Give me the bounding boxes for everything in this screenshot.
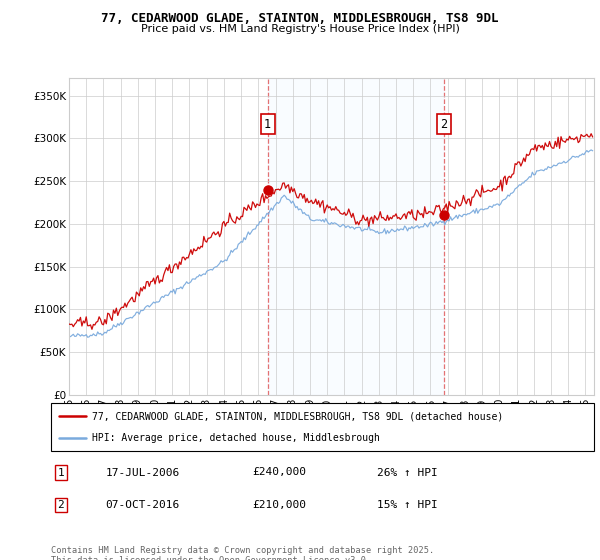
Text: 77, CEDARWOOD GLADE, STAINTON, MIDDLESBROUGH, TS8 9DL (detached house): 77, CEDARWOOD GLADE, STAINTON, MIDDLESBR… [92, 411, 503, 421]
Text: 15% ↑ HPI: 15% ↑ HPI [377, 500, 437, 510]
Bar [268, 78, 444, 395]
Text: £240,000: £240,000 [252, 468, 306, 478]
Text: £210,000: £210,000 [252, 500, 306, 510]
Text: HPI: Average price, detached house, Middlesbrough: HPI: Average price, detached house, Midd… [92, 433, 380, 443]
Text: Price paid vs. HM Land Registry's House Price Index (HPI): Price paid vs. HM Land Registry's House … [140, 24, 460, 34]
Text: Contains HM Land Registry data © Crown copyright and database right 2025.
This d: Contains HM Land Registry data © Crown c… [51, 546, 434, 560]
Text: 07-OCT-2016: 07-OCT-2016 [106, 500, 179, 510]
Text: 77, CEDARWOOD GLADE, STAINTON, MIDDLESBROUGH, TS8 9DL: 77, CEDARWOOD GLADE, STAINTON, MIDDLESBR… [101, 12, 499, 25]
Text: 17-JUL-2006: 17-JUL-2006 [106, 468, 179, 478]
Text: 1: 1 [58, 468, 64, 478]
Text: 26% ↑ HPI: 26% ↑ HPI [377, 468, 437, 478]
Text: 1: 1 [264, 118, 271, 131]
Text: 2: 2 [58, 500, 64, 510]
Text: 2: 2 [440, 118, 447, 131]
